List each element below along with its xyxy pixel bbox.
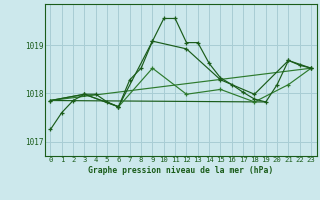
X-axis label: Graphe pression niveau de la mer (hPa): Graphe pression niveau de la mer (hPa) xyxy=(88,166,273,175)
